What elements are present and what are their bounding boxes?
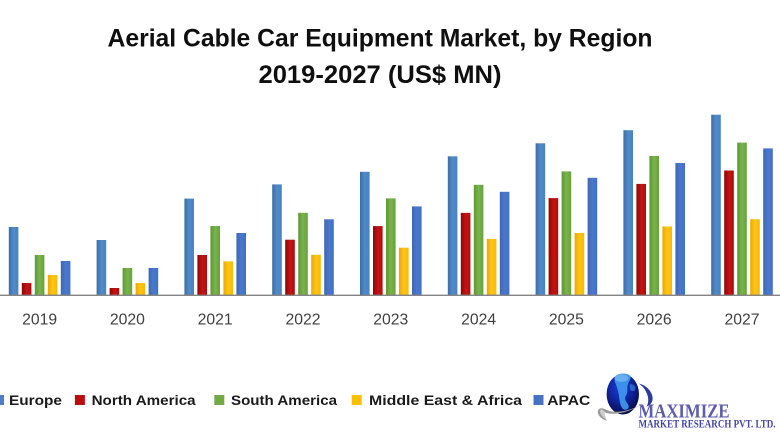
svg-text:2022: 2022 — [286, 312, 321, 329]
svg-text:2025: 2025 — [549, 312, 584, 329]
svg-text:2019-2027 (US$ MN): 2019-2027 (US$ MN) — [259, 61, 502, 89]
svg-text:Middle East & Africa: Middle East & Africa — [369, 392, 522, 408]
svg-text:2026: 2026 — [637, 312, 672, 329]
svg-text:2020: 2020 — [110, 312, 145, 329]
svg-text:2027: 2027 — [725, 312, 760, 329]
svg-text:2021: 2021 — [198, 312, 233, 329]
svg-text:2024: 2024 — [461, 312, 496, 329]
svg-text:Europe: Europe — [9, 392, 62, 408]
svg-text:2019: 2019 — [22, 312, 57, 329]
svg-text:APAC: APAC — [547, 392, 590, 408]
svg-text:2023: 2023 — [373, 312, 408, 329]
svg-text:South America: South America — [231, 392, 337, 408]
svg-text:MARKET RESEARCH PVT. LTD.: MARKET RESEARCH PVT. LTD. — [639, 419, 776, 431]
svg-text:North America: North America — [92, 392, 196, 408]
svg-text:Aerial Cable Car Equipment Mar: Aerial Cable Car Equipment Market, by Re… — [108, 25, 653, 53]
svg-text:MAXIMIZE: MAXIMIZE — [639, 401, 730, 423]
